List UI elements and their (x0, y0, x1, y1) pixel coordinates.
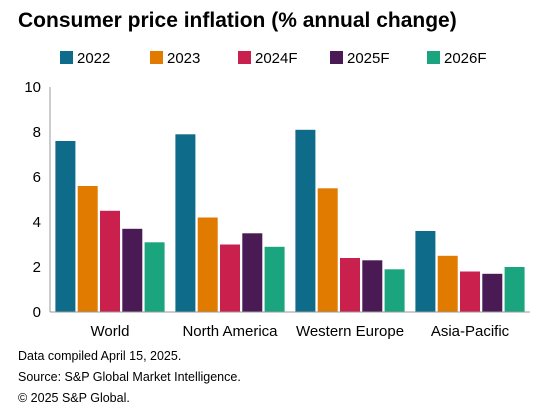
bar-western-europe-2025f (362, 260, 383, 313)
legend-swatch-2024f (238, 51, 251, 64)
legend-label-2025f: 2025F (347, 50, 390, 67)
bar-north-america-2023 (197, 217, 218, 312)
bar-asia-pacific-2022 (415, 231, 436, 312)
bar-north-america-2025f (242, 233, 263, 313)
bar-asia-pacific-2024f (460, 271, 480, 312)
y-tick-label: 10 (24, 79, 41, 96)
x-tick-label: Western Europe (296, 323, 404, 340)
legend-swatch-2026f (427, 51, 440, 64)
source-note: Source: S&P Global Market Intelligence. (18, 370, 241, 384)
bar-world-2022 (55, 141, 76, 312)
legend-label-2022: 2022 (77, 50, 110, 67)
bar-world-2025f (122, 228, 143, 313)
y-tick-label: 4 (33, 214, 41, 231)
bar-north-america-2026f (264, 246, 285, 313)
bars (55, 129, 525, 313)
bar-western-europe-2023 (317, 188, 338, 313)
bar-world-2023 (77, 186, 98, 312)
bar-world-2026f (144, 242, 165, 313)
bar-north-america-2024f (220, 244, 240, 312)
y-tick-label: 0 (33, 304, 41, 321)
data-compiled-note: Data compiled April 15, 2025. (18, 349, 182, 363)
bar-asia-pacific-2025f (482, 273, 503, 313)
legend-label-2026f: 2026F (444, 50, 487, 67)
x-tick-label: North America (182, 323, 278, 340)
copyright-note: © 2025 S&P Global. (18, 391, 130, 405)
y-tick-label: 8 (33, 124, 41, 141)
y-tick-label: 2 (33, 259, 41, 276)
legend-label-2024f: 2024F (255, 50, 298, 67)
legend-swatch-2022 (60, 51, 73, 64)
bar-world-2024f (100, 210, 120, 313)
legend-swatch-2025f (330, 51, 343, 64)
bar-western-europe-2022 (295, 129, 316, 313)
bar-western-europe-2026f (384, 269, 405, 313)
x-tick-label: Asia-Pacific (431, 323, 510, 340)
y-axis: 0 2 4 6 8 10 (24, 79, 51, 321)
legend-label-2023: 2023 (167, 50, 200, 67)
bar-western-europe-2024f (340, 258, 360, 312)
legend: 2022 2023 2024F 2025F 2026F (60, 50, 487, 67)
x-axis: World North America Western Europe Asia-Pac… (50, 311, 530, 340)
x-tick-label: World (91, 323, 130, 340)
y-tick-label: 6 (33, 169, 41, 186)
chart-title: Consumer price inflation (% annual chang… (18, 9, 457, 32)
bar-chart: 2022 2023 2024F 2025F 2026F 0 2 4 6 8 10 World Nor… (24, 50, 530, 340)
bar-north-america-2022 (175, 134, 196, 313)
legend-swatch-2023 (150, 51, 163, 64)
bar-asia-pacific-2023 (437, 255, 458, 313)
bar-asia-pacific-2026f (504, 267, 525, 312)
